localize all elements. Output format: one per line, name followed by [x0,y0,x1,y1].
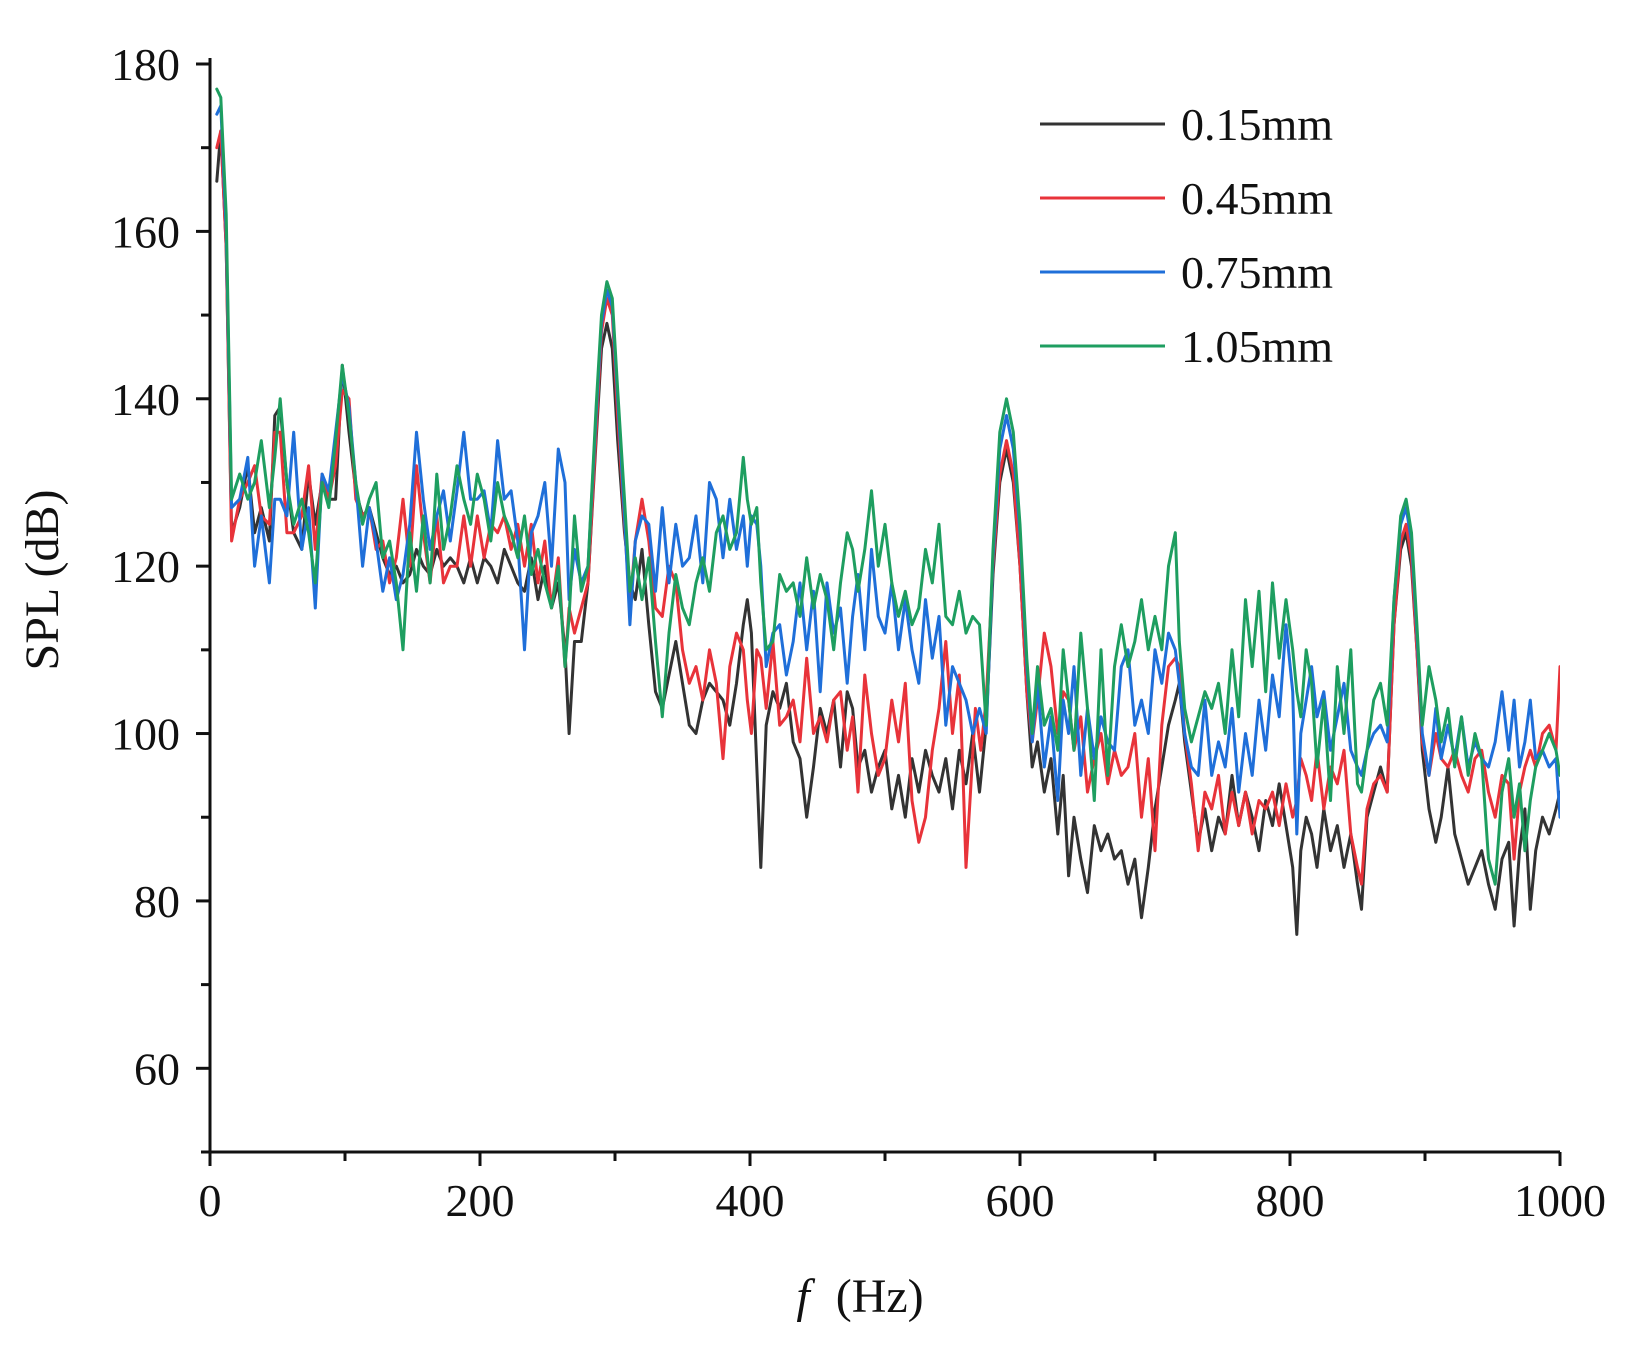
series-line-0-15mm [215,129,1560,936]
y-axis-title: SPL (dB) [16,490,69,671]
x-tick-label: 800 [1256,1175,1325,1226]
x-tick-label: 600 [986,1175,1055,1226]
series-line-0-45mm [215,129,1560,886]
y-tick-label: 60 [134,1043,180,1094]
legend: 0.15mm 0.45mm 0.75mm 1.05mm [1040,99,1333,372]
axes: 0 200 400 600 800 1000 60 80 100 120 140 160 180 [111,39,1606,1226]
x-tick-label: 0 [199,1175,222,1226]
legend-label: 1.05mm [1181,321,1333,372]
x-axis-symbol: f [796,1270,815,1323]
x-axis-title: f (Hz) [796,1270,923,1323]
y-tick-label: 100 [111,709,180,760]
series-lines [215,87,1560,936]
x-tick-label: 400 [716,1175,785,1226]
series-line-1-05mm [215,87,1560,886]
series-line-0-75mm [215,104,1560,836]
legend-label: 0.15mm [1181,99,1333,150]
x-axis-unit: (Hz) [836,1270,924,1323]
x-tick-label: 200 [446,1175,515,1226]
y-tick-label: 180 [111,39,180,90]
y-tick-label: 140 [111,374,180,425]
y-tick-label: 120 [111,541,180,592]
y-tick-label: 80 [134,876,180,927]
y-tick-label: 160 [111,206,180,257]
legend-label: 0.45mm [1181,173,1333,224]
legend-label: 0.75mm [1181,247,1333,298]
x-tick-label: 1000 [1514,1175,1606,1226]
